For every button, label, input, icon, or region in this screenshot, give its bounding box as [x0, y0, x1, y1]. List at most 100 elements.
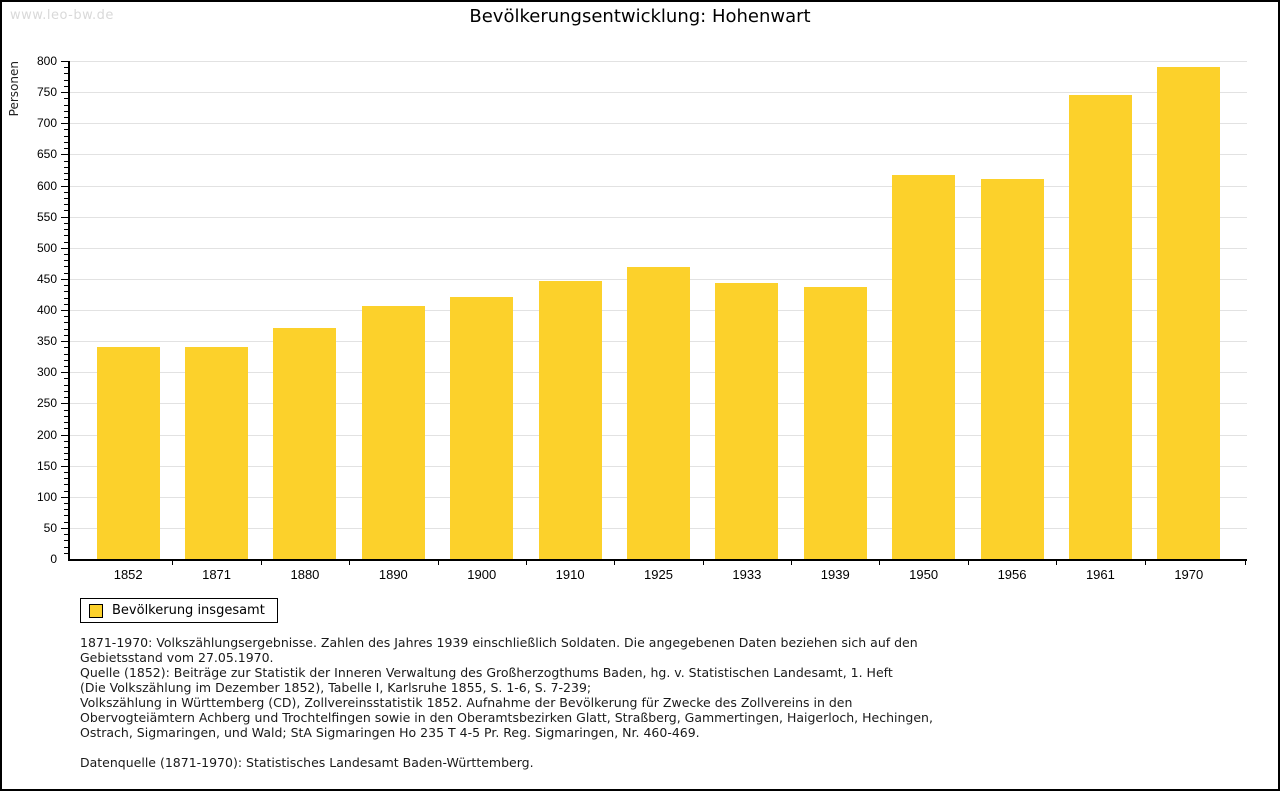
x-axis-label-1852: 1852	[113, 567, 143, 582]
x-axis-label-1950: 1950	[909, 567, 939, 582]
y-axis-tick	[64, 285, 68, 286]
footnote-line: Ostrach, Sigmaringen, und Wald; StA Sigm…	[80, 725, 700, 740]
bar-1933	[715, 283, 779, 559]
y-axis-tick	[64, 254, 68, 255]
y-axis-tick	[61, 61, 68, 62]
y-axis-tick	[64, 422, 68, 423]
y-axis-tick-label: 400	[36, 303, 57, 317]
x-axis-tick	[703, 561, 704, 565]
bar-1890	[361, 306, 425, 559]
y-axis-tick-label: 150	[36, 459, 57, 473]
y-axis-tick-label: 200	[36, 428, 57, 442]
footnote-line: Volkszählung in Württemberg (CD), Zollve…	[80, 695, 853, 710]
y-axis-tick	[64, 148, 68, 149]
gridline	[70, 217, 1247, 218]
y-axis-tick	[64, 298, 68, 299]
y-axis-tick	[64, 378, 68, 379]
x-axis-label-1956: 1956	[997, 567, 1027, 582]
y-axis-tick	[64, 416, 68, 417]
y-axis-tick	[64, 273, 68, 274]
bar-1961	[1068, 95, 1132, 559]
y-axis-tick	[64, 173, 68, 174]
y-axis-tick	[64, 198, 68, 199]
y-axis-tick	[64, 360, 68, 361]
y-axis-tick	[64, 553, 68, 554]
y-axis-tick	[64, 161, 68, 162]
y-axis-tick	[64, 453, 68, 454]
bar-slot	[438, 61, 526, 559]
y-axis-tick	[61, 403, 68, 404]
gridline	[70, 154, 1247, 155]
y-axis-tick	[64, 472, 68, 473]
y-axis-tick	[64, 67, 68, 68]
bar-1950	[892, 175, 956, 559]
y-axis-tick	[64, 347, 68, 348]
y-axis-tick-label: 250	[36, 396, 57, 410]
y-axis-tick	[64, 142, 68, 143]
y-axis-tick	[64, 98, 68, 99]
y-axis-tick	[64, 410, 68, 411]
x-axis-label-1910: 1910	[555, 567, 585, 582]
y-axis-tick	[64, 129, 68, 130]
y-axis-tick-label: 600	[36, 179, 57, 193]
y-axis-tick-label: 50	[43, 521, 57, 535]
bar-1900	[450, 297, 514, 559]
y-axis-tick	[64, 385, 68, 386]
y-axis-tick	[64, 266, 68, 267]
y-axis-tick-label: 700	[36, 116, 57, 130]
y-axis-tick	[61, 528, 68, 529]
datasource-note: Datenquelle (1871-1970): Statistisches L…	[80, 755, 534, 770]
y-axis-tick	[64, 509, 68, 510]
y-axis-tick	[61, 92, 68, 93]
bar-slot	[968, 61, 1056, 559]
legend-swatch	[89, 603, 103, 618]
footnote-line: Quelle (1852): Beiträge zur Statistik de…	[80, 665, 893, 680]
x-axis-tick	[614, 561, 615, 565]
y-axis-tick	[64, 397, 68, 398]
footnote-line: Obervogteiämtern Achberg und Trochtelfin…	[80, 710, 933, 725]
y-axis-tick	[64, 335, 68, 336]
y-axis-tick	[64, 547, 68, 548]
x-axis-tick	[1245, 561, 1246, 565]
x-axis-label-1880: 1880	[290, 567, 320, 582]
legend: Bevölkerung insgesamt	[80, 598, 278, 623]
x-axis-tick	[791, 561, 792, 565]
x-axis-label-1970: 1970	[1174, 567, 1204, 582]
y-axis-tick-label: 450	[36, 272, 57, 286]
x-axis-label-1933: 1933	[732, 567, 762, 582]
gridline	[70, 92, 1247, 93]
y-axis-tick	[64, 80, 68, 81]
gridline	[70, 186, 1247, 187]
y-axis-tick	[64, 447, 68, 448]
y-axis-tick	[64, 105, 68, 106]
gridline	[70, 248, 1247, 249]
x-axis-tick	[526, 561, 527, 565]
bar-slot	[791, 61, 879, 559]
y-axis-tick	[64, 484, 68, 485]
plot-area: 1852 1871 1880 1890 1900 1910 1925 1933 1939 1950…	[68, 61, 1247, 582]
y-axis-tick	[64, 291, 68, 292]
bar-1970	[1157, 67, 1221, 559]
y-axis-tick	[64, 441, 68, 442]
y-axis-tick-label: 650	[36, 147, 57, 161]
y-axis-tick	[64, 223, 68, 224]
y-axis-tick	[64, 167, 68, 168]
y-axis-tick	[61, 248, 68, 249]
x-axis-tick	[438, 561, 439, 565]
bar-slot	[703, 61, 791, 559]
bar-1956	[980, 179, 1044, 559]
y-axis-tick	[61, 186, 68, 187]
gridline	[70, 123, 1247, 124]
watermark: www.leo-bw.de	[10, 8, 114, 23]
y-axis-tick	[64, 540, 68, 541]
x-axis-label-1900: 1900	[467, 567, 497, 582]
y-axis-tick	[64, 515, 68, 516]
bar-slot	[172, 61, 260, 559]
x-axis-tick	[349, 561, 350, 565]
x-axis-tick	[879, 561, 880, 565]
footnote-line: 1871-1970: Volkszählungsergebnisse. Zahl…	[80, 635, 918, 650]
y-axis-tick	[64, 354, 68, 355]
bar-slot	[526, 61, 614, 559]
y-axis-tick	[64, 478, 68, 479]
footnote: 1871-1970: Volkszählungsergebnisse. Zahl…	[80, 635, 940, 770]
